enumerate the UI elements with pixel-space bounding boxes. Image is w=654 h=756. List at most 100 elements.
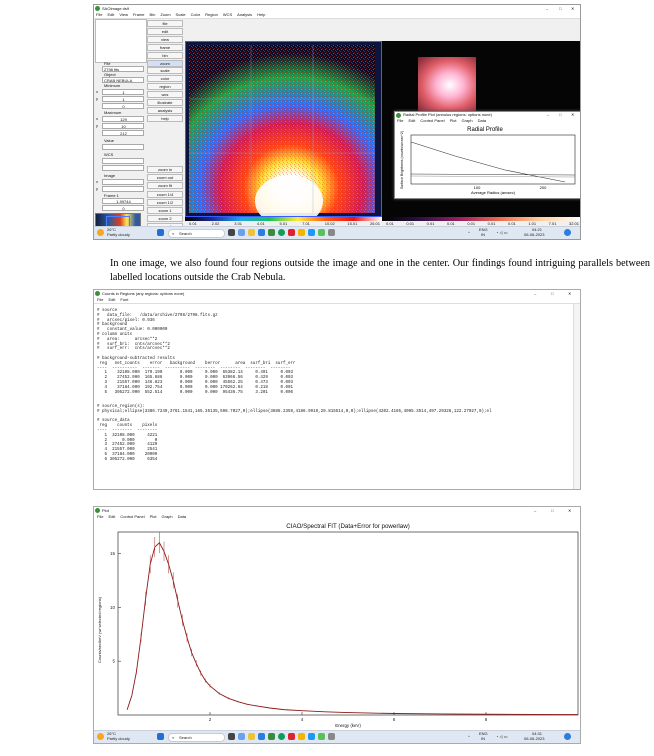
axis-x-label: x — [96, 179, 98, 184]
maximize-icon[interactable]: □ — [559, 6, 562, 11]
file-explorer-icon[interactable] — [248, 229, 255, 236]
app-icon-2[interactable] — [308, 733, 315, 740]
menu-bin[interactable]: Bin — [149, 12, 156, 17]
menu-view[interactable]: View — [119, 12, 128, 17]
app-icon[interactable] — [268, 733, 275, 740]
button-analysis[interactable]: analysis — [147, 106, 183, 114]
button-file[interactable]: file — [147, 20, 183, 27]
menu-edit[interactable]: Edit — [408, 118, 416, 123]
menu-region[interactable]: Region — [205, 12, 218, 17]
menu-analysis[interactable]: Analysis — [237, 12, 253, 17]
ds9-taskbar-icon[interactable] — [318, 733, 325, 740]
close-icon[interactable]: ✕ — [571, 6, 575, 11]
button-edit[interactable]: edit — [147, 27, 183, 35]
maximize-icon[interactable]: □ — [551, 291, 554, 296]
image-frame[interactable] — [185, 41, 382, 217]
app-icon-3[interactable] — [328, 733, 335, 740]
counts-scrollbar[interactable] — [573, 304, 580, 489]
windows-start-icon[interactable] — [157, 229, 164, 236]
button-illustrate[interactable]: illustrate — [147, 99, 183, 106]
file-explorer-icon[interactable] — [248, 733, 255, 740]
menu-file[interactable]: File — [97, 514, 104, 519]
wifi-icon[interactable]: ◔ ◁ ▭ — [496, 734, 508, 739]
button-zoom-1-2[interactable]: zoom 1/2 — [147, 198, 183, 206]
widgets-icon[interactable] — [238, 733, 245, 740]
button-zoom-out[interactable]: zoom out — [147, 174, 183, 182]
menu-zoom[interactable]: Zoom — [160, 12, 171, 17]
menu-file[interactable]: File — [97, 297, 104, 302]
close-icon[interactable]: ✕ — [568, 291, 572, 296]
taskbar-search[interactable]: ⌕ Search — [168, 229, 225, 238]
button-zoom-1-4[interactable]: zoom 1/4 — [147, 190, 183, 198]
menu-control-panel[interactable]: Control Panel — [120, 514, 145, 519]
colorbar-2[interactable] — [382, 217, 580, 221]
colorbar[interactable] — [185, 217, 382, 221]
button-zoom-2[interactable]: zoom 2 — [147, 215, 183, 223]
windows-start-icon[interactable] — [157, 733, 164, 740]
menu-graph[interactable]: Graph — [161, 514, 173, 519]
menu-plot[interactable]: Plot — [149, 514, 157, 519]
minimize-icon[interactable]: – — [547, 112, 550, 117]
menu-frame[interactable]: Frame — [132, 12, 145, 17]
button-scale[interactable]: scale — [147, 67, 183, 75]
edge-icon[interactable] — [258, 229, 265, 236]
minimize-icon[interactable]: – — [546, 6, 549, 11]
menu-edit[interactable]: Edit — [107, 12, 115, 17]
minimize-icon[interactable]: – — [534, 508, 537, 513]
button-zoom-1[interactable]: zoom 1 — [147, 207, 183, 214]
notes-icon[interactable] — [298, 229, 305, 236]
close-icon[interactable]: ✕ — [568, 508, 572, 513]
menu-file[interactable]: File — [397, 118, 404, 123]
tray-chevron-icon[interactable]: ^ — [468, 230, 470, 235]
app-icon[interactable] — [268, 229, 275, 236]
mail-icon[interactable] — [288, 733, 295, 740]
taskbar-search[interactable]: ⌕ Search — [168, 733, 225, 742]
menu-color[interactable]: Color — [190, 12, 201, 17]
widgets-icon[interactable] — [238, 229, 245, 236]
mail-icon[interactable] — [288, 229, 295, 236]
menu-edit[interactable]: Edit — [108, 297, 116, 302]
colorbar-tick: 7.01 — [548, 221, 557, 226]
task-view-icon[interactable] — [228, 229, 235, 236]
app-icon-3[interactable] — [328, 229, 335, 236]
button-zoom-in[interactable]: zoom in — [147, 166, 183, 173]
app-icon-2[interactable] — [308, 229, 315, 236]
button-color[interactable]: color — [147, 75, 183, 83]
menu-wcs[interactable]: WCS — [222, 12, 233, 17]
menu-scale[interactable]: Scale — [175, 12, 186, 17]
button-zoom-fit[interactable]: zoom fit — [147, 182, 183, 190]
maximize-icon[interactable]: □ — [551, 508, 554, 513]
notification-icon[interactable] — [564, 733, 571, 740]
chrome-icon[interactable] — [278, 733, 285, 740]
radial-plot-area — [410, 134, 576, 185]
button-zoom[interactable]: zoom — [147, 59, 183, 67]
edge-icon[interactable] — [258, 733, 265, 740]
notification-icon[interactable] — [564, 229, 571, 236]
button-bin[interactable]: bin — [147, 51, 183, 59]
notes-icon[interactable] — [298, 733, 305, 740]
menu-graph[interactable]: Graph — [461, 118, 473, 123]
menu-data[interactable]: Data — [177, 514, 187, 519]
menu-control-panel[interactable]: Control Panel — [420, 118, 445, 123]
button-region[interactable]: region — [147, 83, 183, 91]
button-help[interactable]: help — [147, 114, 183, 122]
menu-edit[interactable]: Edit — [108, 514, 116, 519]
button-wcs[interactable]: wcs — [147, 91, 183, 99]
close-icon[interactable]: ✕ — [571, 112, 575, 117]
button-view[interactable]: view — [147, 35, 183, 43]
maximize-icon[interactable]: □ — [559, 112, 562, 117]
menu-plot[interactable]: Plot — [449, 118, 457, 123]
menu-data[interactable]: Data — [477, 118, 487, 123]
wifi-icon[interactable]: ◔ ◁ ▭ — [496, 230, 508, 235]
minimize-icon[interactable]: – — [534, 291, 537, 296]
plot-menubar: File Edit Control Panel Plot Graph Data — [94, 514, 580, 520]
button-frame[interactable]: frame — [147, 43, 183, 51]
task-view-icon[interactable] — [228, 733, 235, 740]
menu-file[interactable]: File — [96, 12, 103, 17]
menu-font[interactable]: Font — [120, 297, 129, 302]
menu-help[interactable]: Help — [257, 12, 266, 17]
ds9-taskbar-icon[interactable] — [318, 229, 325, 236]
tray-chevron-icon[interactable]: ^ — [468, 734, 470, 739]
counts-window: Counts in Regions (any regions: options … — [93, 289, 581, 490]
chrome-icon[interactable] — [278, 229, 285, 236]
